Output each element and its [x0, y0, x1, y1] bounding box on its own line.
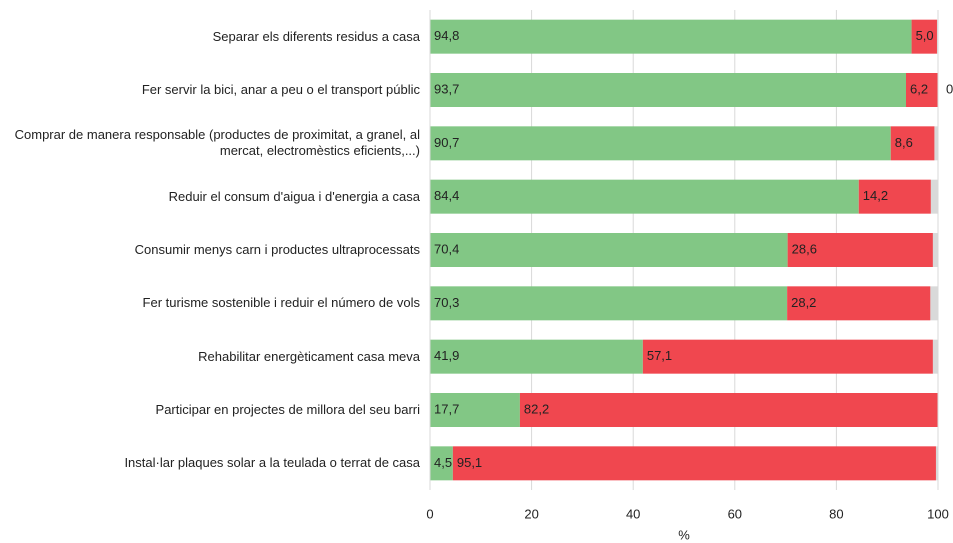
bar-segment: [930, 179, 938, 214]
x-tick-label: 60: [728, 506, 742, 521]
bar-segment: [932, 233, 938, 267]
data-label: 95,1: [457, 455, 482, 470]
data-label: 0,1: [946, 81, 953, 96]
bar-segment: [430, 73, 906, 107]
data-label: 70,4: [434, 241, 459, 256]
bar-segment: [858, 179, 931, 214]
data-label: 6,2: [910, 81, 928, 96]
bar-segment: [936, 19, 938, 54]
x-tick-label: 100: [927, 506, 949, 521]
category-label: Rehabilitar energèticament casa meva: [198, 348, 420, 364]
bar-segment: [930, 286, 938, 321]
data-label: 90,7: [434, 135, 459, 150]
data-label: 82,2: [524, 401, 549, 416]
data-label: 41,9: [434, 348, 459, 363]
x-tick-label: 20: [524, 506, 538, 521]
bar-segment: [430, 446, 453, 481]
bar-segment: [430, 339, 643, 374]
bar-segment: [519, 393, 938, 427]
data-label: 93,7: [434, 81, 459, 96]
bar-segment: [787, 233, 933, 267]
category-label: Fer servir la bici, anar a peu o el tran…: [141, 82, 420, 97]
data-label: 28,6: [792, 241, 817, 256]
category-label: Instal·lar plaques solar a la teulada o …: [124, 455, 420, 471]
bar-segment: [937, 73, 938, 107]
bar-segment: [430, 126, 891, 161]
data-label: 70,3: [434, 295, 459, 310]
category-label: Participar en projectes de millora del s…: [155, 402, 420, 417]
bar-segment: [452, 446, 936, 481]
data-label: 4,5: [434, 455, 452, 470]
data-label: 5,0: [916, 28, 934, 43]
bar-segment: [935, 446, 938, 481]
bar-segment: [932, 339, 938, 374]
bar-segment: [430, 393, 520, 427]
bar-segment: [937, 393, 938, 427]
data-label: 57,1: [647, 348, 672, 363]
x-axis-label: %: [678, 527, 690, 542]
category-label: Consumir menys carn i productes ultrapro…: [134, 242, 420, 257]
category-label: Reduir el consum d'aigua i d'energia a c…: [168, 188, 420, 204]
bar-segment: [911, 19, 937, 54]
bar-segment: [430, 286, 788, 321]
bar-segment: [787, 286, 931, 321]
bar-segment: [430, 179, 859, 214]
data-label: 14,2: [863, 188, 888, 203]
bar-segment: [934, 126, 938, 161]
x-tick-label: 80: [829, 506, 843, 521]
x-tick-label: 40: [626, 506, 640, 521]
data-label: 94,8: [434, 28, 459, 43]
category-label: Separar els diferents residus a casa: [212, 28, 420, 44]
data-label: 17,7: [434, 401, 459, 416]
bar-segment: [430, 19, 912, 54]
bar-segment: [642, 339, 933, 374]
bar-segment: [890, 126, 935, 161]
data-label: 84,4: [434, 188, 459, 203]
bar-segment: [430, 233, 788, 267]
data-label: 8,6: [895, 135, 913, 150]
bar-segment: [905, 73, 938, 107]
category-label: Comprar de manera responsable (productes…: [14, 127, 420, 159]
category-label: Fer turisme sostenible i reduir el númer…: [142, 295, 420, 311]
data-label: 28,2: [791, 295, 816, 310]
x-tick-label: 0: [426, 506, 433, 521]
